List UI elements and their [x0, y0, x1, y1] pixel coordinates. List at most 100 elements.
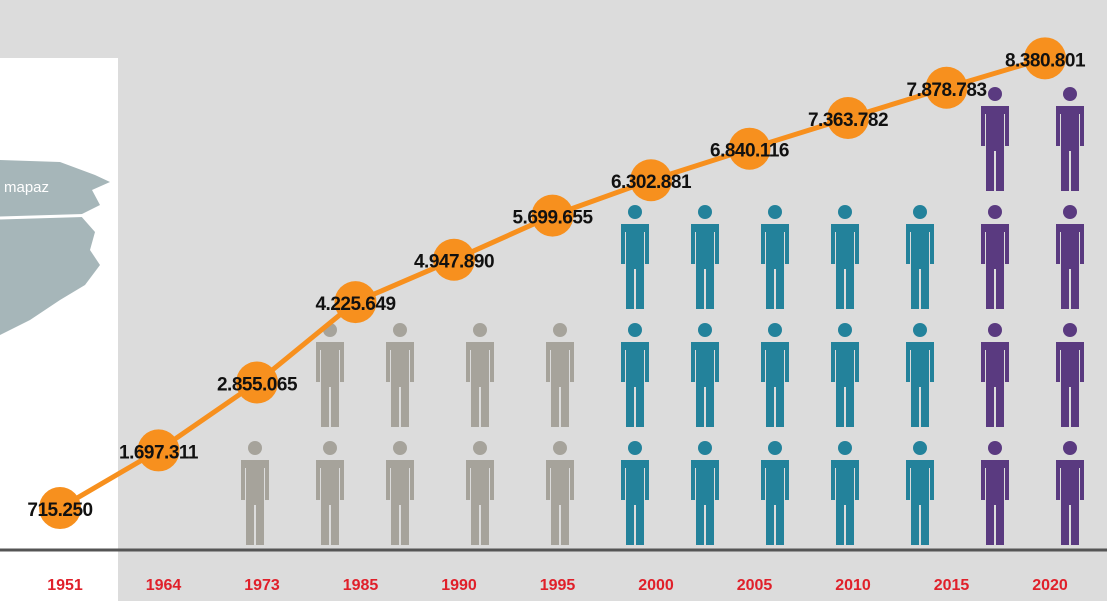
- figure-head: [553, 323, 567, 337]
- map-label: mapaz: [4, 179, 49, 196]
- x-tick-label: 1985: [343, 577, 379, 594]
- point: [728, 127, 771, 170]
- data-label: 5.699.655: [512, 208, 593, 229]
- figure-body: [691, 224, 719, 309]
- figure-body: [981, 460, 1009, 545]
- figure-head: [838, 205, 852, 219]
- data-label: 4.947.890: [414, 252, 494, 273]
- point: [1024, 37, 1066, 80]
- figure-head: [698, 323, 712, 337]
- data-label: 4.225.649: [315, 294, 395, 315]
- data-label: 8.380.801: [1005, 50, 1086, 71]
- figure-body: [906, 460, 934, 545]
- figure-head: [628, 205, 642, 219]
- figure-body: [466, 342, 494, 427]
- figure-body: [621, 224, 649, 309]
- figure-head: [473, 323, 487, 337]
- point: [137, 429, 180, 472]
- point: [236, 361, 278, 404]
- figure-head: [913, 323, 927, 337]
- figure-head: [1063, 323, 1077, 337]
- data-label: 2.855.065: [217, 375, 298, 396]
- point: [827, 96, 869, 139]
- figure-head: [768, 323, 782, 337]
- figure-body: [906, 342, 934, 427]
- figure-head: [248, 441, 262, 455]
- figure-body: [906, 224, 934, 309]
- figure-head: [553, 441, 567, 455]
- figure-body: [981, 106, 1009, 191]
- figure-body: [241, 460, 269, 545]
- figure-head: [1063, 87, 1077, 101]
- figure-head: [628, 323, 642, 337]
- map-border: [0, 213, 101, 220]
- figure-body: [761, 224, 789, 309]
- figure-head: [698, 441, 712, 455]
- figure-body: [546, 342, 574, 427]
- map-shape: [0, 160, 110, 335]
- figure-body: [761, 460, 789, 545]
- figure-body: [831, 224, 859, 309]
- figure-body: [1056, 224, 1084, 309]
- figure-body: [981, 224, 1009, 309]
- point: [334, 281, 377, 324]
- figure-body: [831, 342, 859, 427]
- point: [925, 66, 968, 109]
- figure-head: [698, 205, 712, 219]
- x-tick-label: 2015: [934, 577, 970, 594]
- figure-body: [316, 460, 344, 545]
- figure-head: [988, 323, 1002, 337]
- figure-head: [768, 441, 782, 455]
- point: [630, 159, 672, 202]
- x-tick-label: 2005: [737, 577, 773, 594]
- data-label: 1.697.311: [119, 442, 199, 463]
- figure-head: [838, 441, 852, 455]
- point: [39, 487, 81, 530]
- figure-body: [466, 460, 494, 545]
- figure-body: [761, 342, 789, 427]
- x-tick-label: 1973: [244, 577, 280, 594]
- figure-body: [831, 460, 859, 545]
- figure-body: [981, 342, 1009, 427]
- figure-head: [1063, 441, 1077, 455]
- figure-body: [386, 342, 414, 427]
- figure-head: [988, 205, 1002, 219]
- x-tick-label: 1990: [441, 577, 477, 594]
- figure-body: [386, 460, 414, 545]
- figure-body: [621, 342, 649, 427]
- x-tick-label: 2010: [835, 577, 871, 594]
- figure-head: [913, 205, 927, 219]
- x-tick-label: 2020: [1032, 577, 1068, 594]
- figure-body: [546, 460, 574, 545]
- x-tick-label: 1951: [47, 577, 83, 594]
- figure-body: [691, 460, 719, 545]
- data-label: 6.302.881: [611, 172, 692, 193]
- figure-body: [691, 342, 719, 427]
- point: [433, 238, 475, 281]
- pictograms: [241, 87, 1084, 545]
- figure-head: [628, 441, 642, 455]
- figure-body: [1056, 460, 1084, 545]
- figure-head: [988, 441, 1002, 455]
- figure-head: [323, 441, 337, 455]
- figure-head: [393, 323, 407, 337]
- figure-head: [838, 323, 852, 337]
- figure-head: [473, 441, 487, 455]
- figure-head: [1063, 205, 1077, 219]
- figure-body: [1056, 106, 1084, 191]
- x-tick-label: 1964: [146, 577, 182, 594]
- figure-body: [316, 342, 344, 427]
- figure-head: [393, 441, 407, 455]
- data-label: 7.363.782: [808, 110, 888, 131]
- x-tick-label: 1995: [540, 577, 576, 594]
- data-label: 7.878.783: [906, 80, 986, 101]
- figure-head: [768, 205, 782, 219]
- figure-head: [913, 441, 927, 455]
- x-tick-label: 2000: [638, 577, 674, 594]
- data-label: 6.840.116: [710, 141, 789, 162]
- point: [531, 194, 574, 237]
- figure-body: [621, 460, 649, 545]
- figure-body: [1056, 342, 1084, 427]
- data-label: 715.250: [27, 500, 92, 521]
